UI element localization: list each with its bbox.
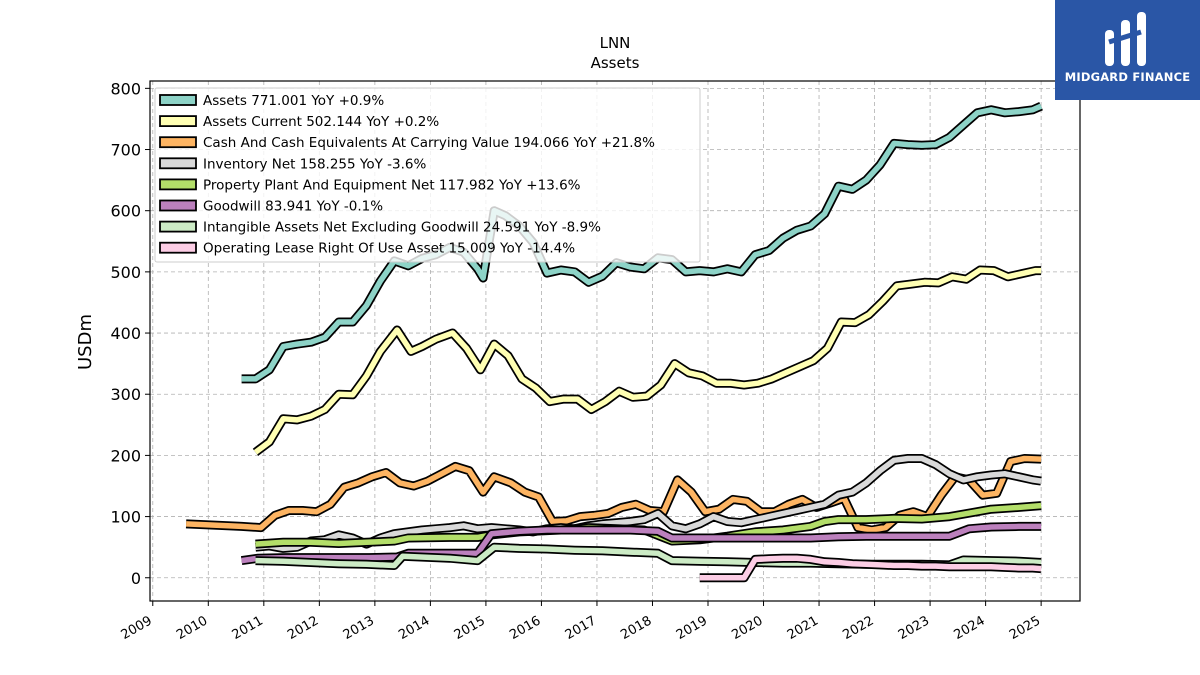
x-tick-label: 2014 (396, 613, 432, 643)
y-tick-label: 800 (110, 79, 141, 98)
series-line (241, 103, 1043, 382)
legend-swatch (159, 157, 197, 170)
legend-label: Property Plant And Equipment Net 117.982… (203, 177, 581, 193)
legend-label: Goodwill 83.941 YoY -0.1% (203, 199, 383, 215)
legend-label: Assets Current 502.144 YoY +0.2% (203, 114, 439, 130)
y-tick-label: 600 (110, 202, 141, 221)
plot-area (149, 80, 1081, 602)
legend-label: Intangible Assets Net Excluding Goodwill… (203, 220, 601, 236)
legend-swatch (159, 241, 197, 254)
legend-swatch (159, 94, 197, 106)
x-tick-label: 2025 (1007, 613, 1043, 643)
x-tick-label: 2022 (840, 613, 876, 643)
series-assets-current (252, 265, 1042, 456)
x-tick-label: 2013 (341, 613, 377, 643)
series-line (253, 267, 1042, 455)
x-tick-label: 2019 (674, 613, 710, 643)
y-tick-label: 700 (110, 141, 141, 160)
brand-logo: MIDGARD FINANCE (1055, 0, 1200, 100)
series-lines (185, 101, 1043, 583)
midgard-logo-icon (1105, 12, 1146, 66)
series-line (255, 455, 1042, 552)
y-axis-ticks: 0 100 200 300 400 500 600 700 800 (110, 79, 150, 588)
y-axis-label: USDm (75, 314, 96, 370)
legend-swatch (159, 220, 197, 233)
x-tick-label: 2024 (951, 613, 987, 643)
x-tick-label: 2016 (507, 613, 543, 643)
x-axis-ticks: 2009 2010 2011 2012 2013 2014 2015 2016 2017 2018… (119, 601, 1043, 643)
series-line (699, 555, 1042, 581)
legend-swatch (159, 115, 197, 127)
legend-label: Assets 771.001 YoY +0.9% (203, 93, 384, 109)
x-tick-label: 2015 (452, 613, 488, 643)
x-tick-label: 2012 (285, 613, 321, 643)
y-tick-label: 500 (110, 263, 141, 282)
series-inventory-net (255, 454, 1042, 553)
y-tick-label: 300 (110, 385, 141, 404)
x-tick-label: 2018 (618, 613, 654, 643)
y-tick-label: 0 (131, 569, 141, 588)
x-tick-label: 2020 (729, 613, 765, 643)
legend-box (154, 87, 701, 263)
x-tick-label: 2010 (174, 613, 210, 643)
series-goodwill (240, 521, 1042, 566)
series-operating-lease-right-of-use-asset (699, 553, 1042, 583)
x-tick-label: 2009 (119, 613, 155, 643)
series-line (241, 523, 1042, 564)
legend-label: Operating Lease Right Of Use Asset 15.00… (203, 241, 575, 257)
brand-name: MIDGARD FINANCE (1064, 70, 1191, 84)
legend-swatch (159, 136, 197, 149)
legend-swatch (159, 178, 197, 191)
legend-label: Inventory Net 158.255 YoY -3.6% (203, 156, 426, 172)
x-tick-label: 2021 (785, 613, 821, 643)
x-tick-label: 2023 (896, 613, 932, 643)
chart-subtitle: Assets (591, 54, 640, 72)
x-tick-label: 2017 (563, 613, 599, 643)
y-tick-label: 200 (110, 446, 141, 465)
legend-label: Cash And Cash Equivalents At Carrying Va… (203, 135, 655, 151)
x-tick-label: 2011 (230, 613, 266, 643)
series-assets (241, 101, 1043, 384)
legend: Assets 771.001 YoY +0.9% Assets Current 5… (154, 87, 701, 263)
chart-title: LNN (600, 34, 631, 52)
y-tick-label: 100 (110, 508, 141, 527)
legend-swatch (159, 199, 197, 212)
y-tick-label: 400 (110, 324, 141, 343)
